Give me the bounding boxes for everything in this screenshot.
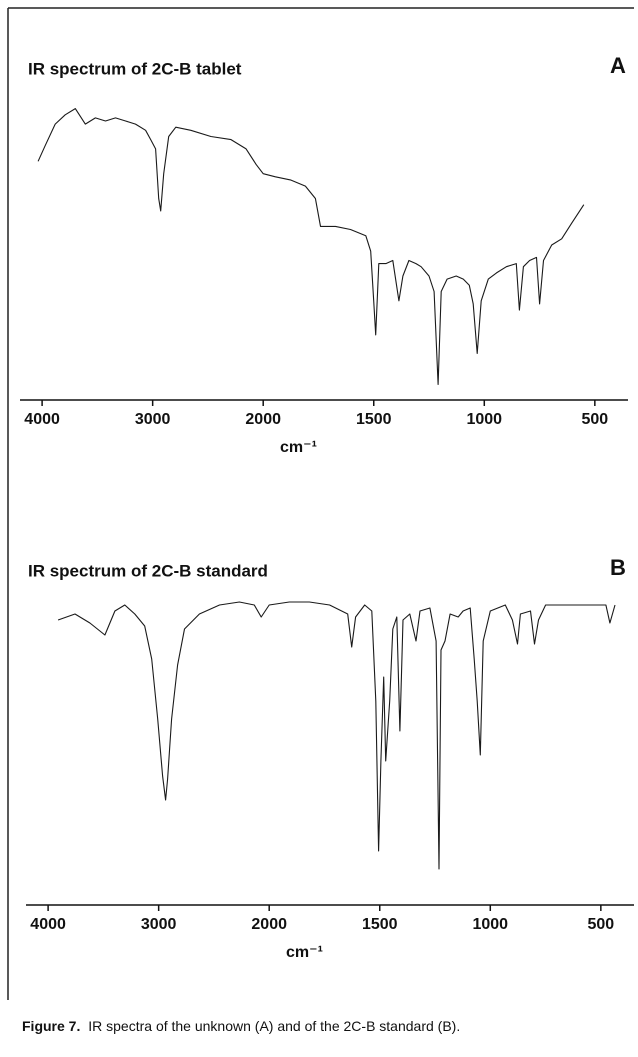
- x-tick-label: 1500: [362, 916, 398, 933]
- panel-label: A: [610, 53, 626, 78]
- panel-label: B: [610, 555, 626, 580]
- x-tick-label: 2000: [245, 411, 281, 428]
- x-tick-label: 2000: [251, 916, 287, 933]
- x-tick-label: 4000: [30, 916, 66, 933]
- x-tick-label: 3000: [135, 411, 171, 428]
- x-tick-label: 4000: [24, 411, 60, 428]
- chart-title: IR spectrum of 2C-B tablet: [28, 59, 242, 78]
- chart-title: IR spectrum of 2C-B standard: [28, 561, 268, 580]
- x-axis-label: cm⁻¹: [280, 439, 317, 456]
- caption-text: IR spectra of the unknown (A) and of the…: [88, 1018, 460, 1034]
- x-tick-label: 1000: [472, 916, 508, 933]
- spectrum-line: [37, 108, 585, 386]
- x-tick-label: 1500: [356, 411, 392, 428]
- spectrum-line: [57, 601, 616, 870]
- x-tick-label: 1000: [466, 411, 502, 428]
- x-tick-label: 500: [581, 411, 608, 428]
- x-axis-label: cm⁻¹: [286, 944, 323, 961]
- x-tick-label: 3000: [141, 916, 177, 933]
- caption-label: Figure 7.: [22, 1018, 80, 1034]
- x-tick-label: 500: [587, 916, 614, 933]
- frame: [7, 7, 634, 1000]
- caption: Figure 7. IR spectra of the unknown (A) …: [22, 1018, 460, 1034]
